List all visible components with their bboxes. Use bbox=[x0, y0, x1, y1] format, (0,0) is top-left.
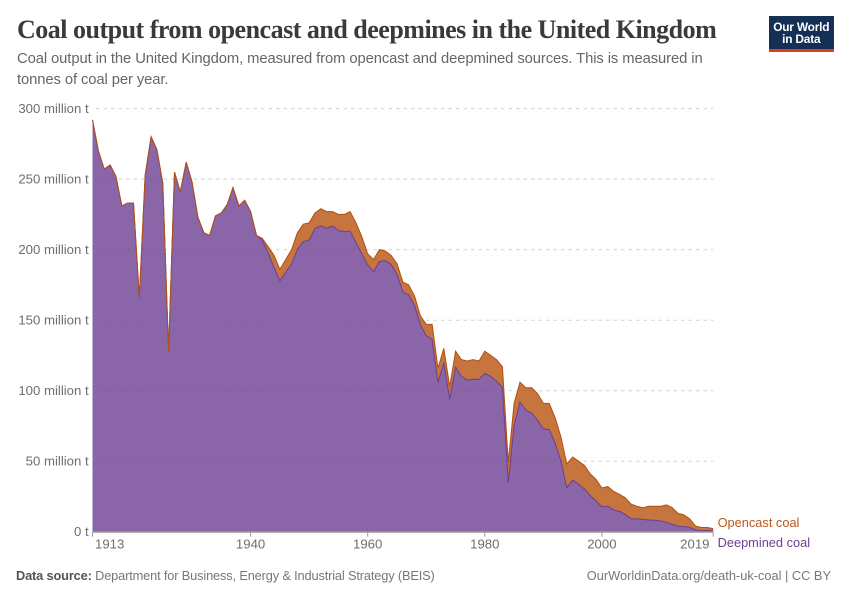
svg-text:Opencast coal: Opencast coal bbox=[718, 515, 800, 530]
svg-text:200 million t: 200 million t bbox=[18, 242, 89, 257]
svg-text:2019: 2019 bbox=[680, 537, 709, 552]
svg-text:250 million t: 250 million t bbox=[18, 171, 89, 186]
svg-text:1913: 1913 bbox=[95, 537, 124, 552]
svg-text:1960: 1960 bbox=[353, 537, 382, 552]
svg-text:300 million t: 300 million t bbox=[18, 101, 89, 116]
svg-text:150 million t: 150 million t bbox=[18, 313, 89, 328]
svg-text:50 million t: 50 million t bbox=[26, 454, 89, 469]
svg-text:0 t: 0 t bbox=[74, 524, 89, 539]
svg-text:1980: 1980 bbox=[470, 537, 499, 552]
svg-text:2000: 2000 bbox=[587, 537, 616, 552]
svg-text:Deepmined coal: Deepmined coal bbox=[718, 535, 810, 550]
svg-text:100 million t: 100 million t bbox=[18, 383, 89, 398]
svg-text:1940: 1940 bbox=[236, 537, 265, 552]
